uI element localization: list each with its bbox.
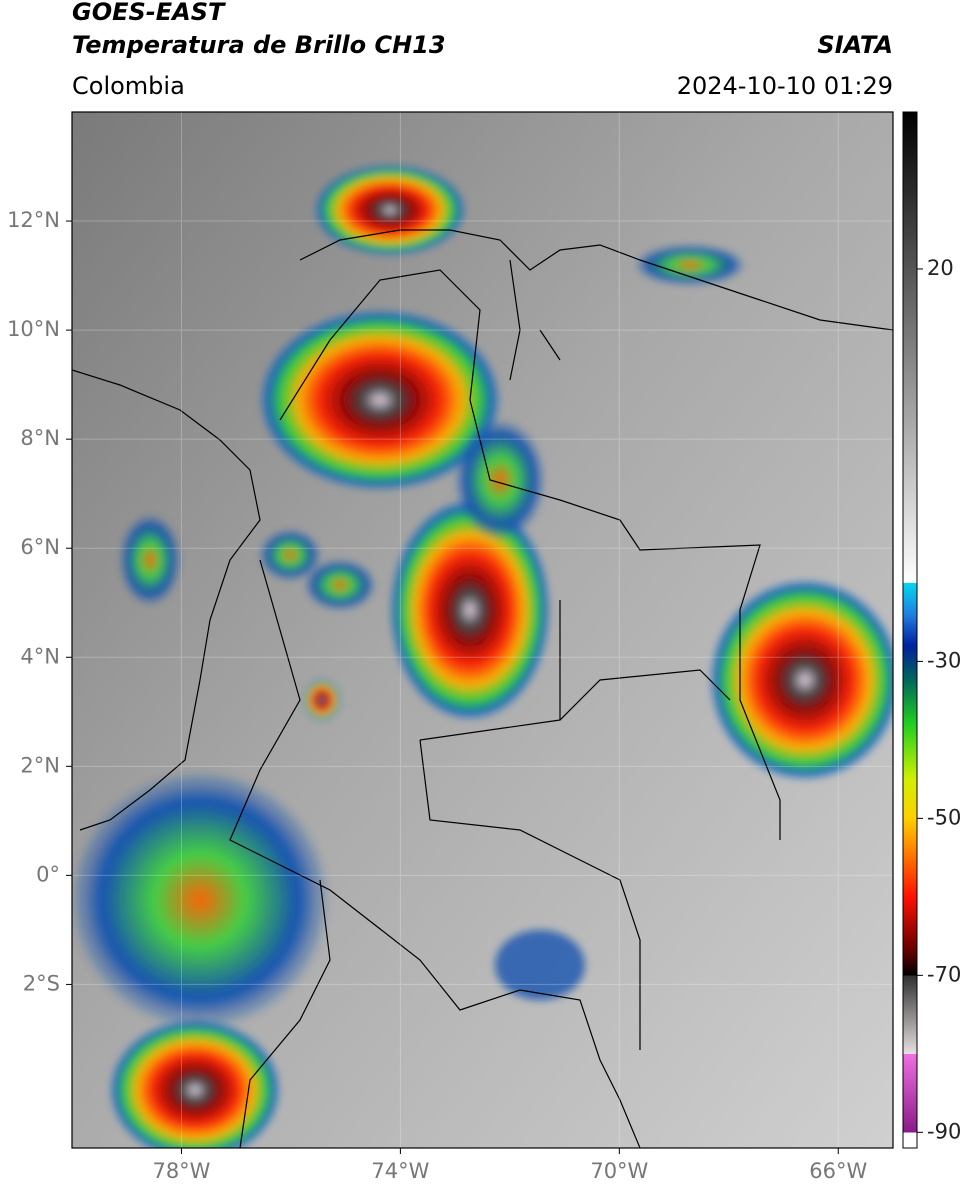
- y-tick-label: 10°N: [7, 317, 60, 341]
- y-tick-label: 2°N: [20, 753, 60, 777]
- y-tick-label: 4°N: [20, 644, 60, 668]
- region: Colombia: [72, 72, 185, 100]
- x-tick-label: 74°W: [371, 1159, 429, 1183]
- colorbar-tick-label: 20: [927, 256, 954, 280]
- y-tick-label: 6°N: [20, 535, 60, 559]
- satellite-image: [72, 112, 893, 1148]
- y-tick-label: 0°: [36, 862, 60, 886]
- x-tick-label: 66°W: [809, 1159, 867, 1183]
- colorbar-tick-label: -90: [927, 1119, 961, 1143]
- colorbar-tick-label: -50: [927, 805, 961, 829]
- source: SIATA: [817, 31, 893, 59]
- x-tick-label: 70°W: [590, 1159, 648, 1183]
- title-line1: GOES-EAST: [72, 0, 226, 26]
- x-tick-label: 78°W: [152, 1159, 210, 1183]
- colorbar-tick-label: -70: [927, 962, 961, 986]
- y-tick-label: 8°N: [20, 426, 60, 450]
- y-tick-label: 12°N: [7, 208, 60, 232]
- colorbar: [902, 111, 918, 1149]
- y-tick-label: 2°S: [23, 971, 60, 995]
- datetime: 2024-10-10 01:29: [677, 72, 893, 100]
- map-frame: [71, 111, 894, 1149]
- colorbar-tick-label: -30: [927, 648, 961, 672]
- title-line2: Temperatura de Brillo CH13: [72, 31, 446, 59]
